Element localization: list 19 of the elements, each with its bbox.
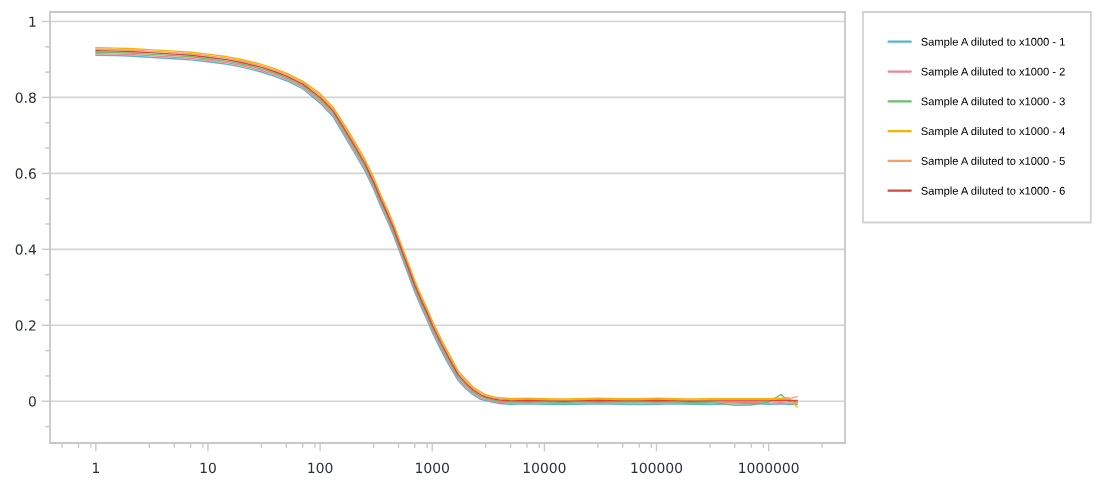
y-tick-label: 0.6 [15,168,36,179]
y-tick-label: 0 [28,396,36,407]
x-tick-label: 10000 [523,462,566,474]
legend-label: Sample A diluted to x1000 - 4 [921,126,1065,138]
legend-label: Sample A diluted to x1000 - 2 [921,67,1065,78]
x-tick-label: 1000000 [739,462,799,474]
y-tick-label: 0.8 [15,92,36,103]
x-tick-label: 1 [92,462,99,473]
x-tick-label: 1000 [416,462,449,474]
legend-label: Sample A diluted to x1000 - 3 [921,97,1065,108]
x-tick-label: 10 [200,462,216,474]
legend-label: Sample A diluted to x1000 - 1 [921,37,1065,48]
x-tick-label: 100000 [631,462,683,474]
y-tick-label: 0.4 [15,244,37,255]
y-tick-label: 0.2 [15,320,36,331]
legend-label: Sample A diluted to x1000 - 5 [921,156,1065,168]
x-tick-label: 100 [308,462,333,474]
y-tick-label: 1 [29,16,36,27]
legend-label: Sample A diluted to x1000 - 6 [921,186,1065,197]
